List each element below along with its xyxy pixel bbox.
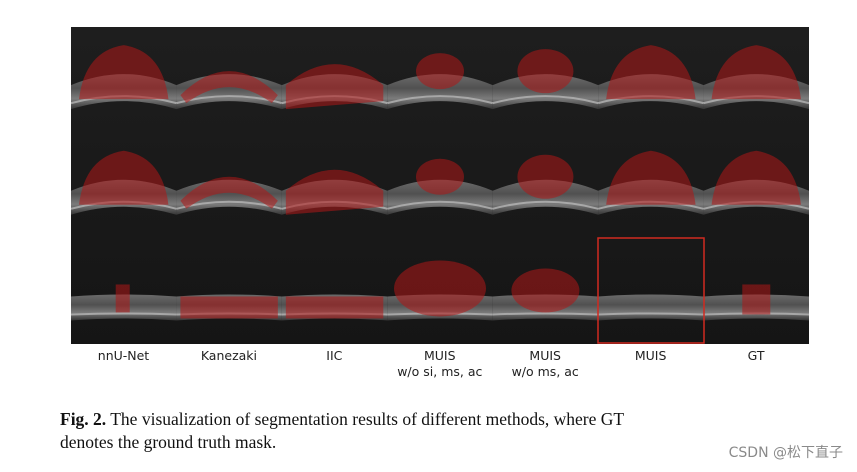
caption-text: The visualization of segmentation result… [106, 409, 625, 429]
column-label-main: GT [747, 348, 765, 363]
column-label: MUIS w/o si, ms, ac [387, 348, 492, 380]
column-label: MUIS w/o ms, ac [493, 348, 598, 380]
oct-panel [281, 169, 388, 215]
column-label-sub: w/o ms, ac [511, 364, 579, 379]
segmentation-mask [180, 176, 278, 209]
column-label: IIC [282, 348, 387, 364]
oct-panel [281, 64, 388, 110]
column-label: GT [704, 348, 809, 364]
oct-panel [598, 294, 704, 321]
segmentation-mask [711, 150, 801, 205]
oct-panel [71, 45, 177, 110]
oct-panel [71, 150, 177, 215]
column-label: Kanezaki [176, 348, 281, 364]
segmentation-mask [416, 53, 464, 90]
column-labels: nnU-Net Kanezaki IIC MUIS w/o si, ms, ac MUIS… [71, 348, 809, 388]
segmentation-mask [742, 284, 771, 315]
column-label: nnU-Net [71, 348, 176, 364]
oct-panel [597, 45, 704, 110]
oct-panel [387, 260, 493, 321]
oct-panel [703, 150, 809, 215]
column-label-sub: w/o si, ms, ac [397, 364, 483, 379]
segmentation-mask [285, 169, 384, 215]
column-label-main: MUIS [634, 348, 667, 363]
oct-panel [703, 45, 809, 110]
oct-panel [281, 294, 388, 321]
column-label-main: IIC [326, 348, 343, 363]
segmentation-mask [285, 296, 384, 319]
segmentation-mask [79, 45, 169, 100]
column-label-main: Kanezaki [200, 348, 258, 363]
segmentation-mask [517, 154, 574, 199]
segmentation-mask [606, 45, 696, 100]
segmentation-mask [285, 64, 384, 110]
oct-panel [492, 49, 599, 110]
oct-panel [703, 284, 809, 321]
muis-highlight-box [597, 237, 705, 344]
figure-caption: Fig. 2. The visualization of segmentatio… [60, 408, 830, 454]
segmentation-mask [511, 268, 580, 313]
oct-panel [387, 158, 493, 215]
column-label-main: MUIS [424, 348, 456, 363]
column-label-main: nnU-Net [97, 348, 150, 363]
caption-prefix: Fig. 2. [60, 409, 107, 429]
segmentation-mask [416, 158, 464, 195]
segmentation-mask [606, 150, 696, 205]
segmentation-mask [180, 296, 278, 319]
segmentation-mask [115, 284, 130, 313]
segmentation-mask [711, 45, 801, 100]
oct-panel [176, 294, 282, 321]
segmentation-mask [180, 71, 278, 104]
caption-text-line2: denotes the ground truth mask. [60, 432, 277, 452]
column-label-main: MUIS [529, 348, 561, 363]
segmentation-mask [394, 260, 486, 317]
column-label: MUIS [598, 348, 703, 364]
oct-panel [71, 284, 177, 321]
oct-panel [492, 268, 599, 321]
watermark: CSDN @松下直子 [728, 445, 843, 461]
oct-panel [597, 150, 704, 215]
segmentation-figure [71, 27, 809, 344]
oct-panel [176, 176, 283, 215]
segmentation-mask [517, 49, 574, 94]
oct-panel [176, 71, 283, 110]
segmentation-mask [79, 150, 169, 205]
oct-panel [387, 53, 493, 110]
oct-panel [492, 154, 599, 215]
